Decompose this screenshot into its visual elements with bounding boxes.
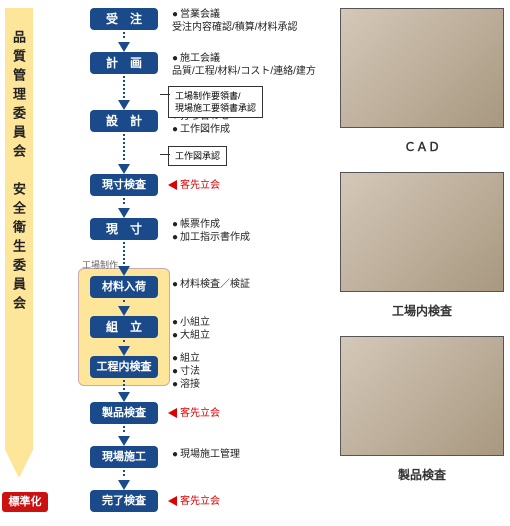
flow-arrow-icon — [118, 346, 130, 356]
flow-node: 受 注 — [90, 8, 158, 30]
flow-node: 製品検査 — [90, 402, 158, 424]
red-triangle-icon — [168, 180, 177, 190]
customer-witness-mark: 客先立会 — [168, 404, 220, 419]
factory-group-label: 工場制作 — [82, 258, 118, 271]
step-description: 施工会議品質/工程/材料/コスト/連絡/建方 — [172, 52, 316, 78]
flow-node: 現寸検査 — [90, 174, 158, 196]
flow-node: 材料入荷 — [90, 276, 158, 298]
process-photo — [340, 8, 504, 128]
step-description: 材料検査／検証 — [172, 278, 250, 291]
flow-node: 現場施工 — [90, 446, 158, 468]
approval-note: 工場制作要領書/現場施工要領書承認 — [168, 86, 263, 118]
process-photo — [340, 336, 504, 456]
step-description: 組立寸法溶接 — [172, 352, 200, 391]
photo-caption: 製品検査 — [340, 466, 504, 483]
flow-node: 完了検査 — [90, 490, 158, 512]
flow-node: 工程内検査 — [90, 356, 158, 378]
flow-arrow-icon — [118, 208, 130, 218]
flow-arrow-icon — [118, 100, 130, 110]
step-description: 帳票作成加工指示書作成 — [172, 218, 250, 244]
step-description: 小組立大組立 — [172, 316, 210, 342]
photo-caption: ＣＡＤ — [340, 138, 504, 155]
flow-arrow-icon — [118, 480, 130, 490]
standardization-box: 標準化 — [2, 492, 48, 512]
flow-arrow-icon — [118, 306, 130, 316]
photo-caption: 工場内検査 — [340, 302, 504, 319]
process-photo — [340, 172, 504, 292]
flow-arrow-icon — [118, 266, 130, 276]
flow-arrow-icon — [118, 42, 130, 52]
flow-node: 組 立 — [90, 316, 158, 338]
customer-witness-mark: 客先立会 — [168, 176, 220, 191]
flow-node: 設 計 — [90, 110, 158, 132]
flow-arrow-icon — [118, 392, 130, 402]
red-triangle-icon — [168, 408, 177, 418]
customer-witness-mark: 客先立会 — [168, 492, 220, 507]
side-committee-label: 品質管理委員会 安全衛生委員会 — [10, 30, 28, 315]
step-description: 現場施工管理 — [172, 448, 240, 461]
step-description: 営業会議受注内容確認/積算/材料承認 — [172, 8, 298, 34]
flow-node: 現 寸 — [90, 218, 158, 240]
red-triangle-icon — [168, 496, 177, 506]
approval-note: 工作図承認 — [168, 146, 227, 166]
flow-arrow-icon — [118, 164, 130, 174]
flow-node: 計 画 — [90, 52, 158, 74]
flow-arrow-icon — [118, 436, 130, 446]
